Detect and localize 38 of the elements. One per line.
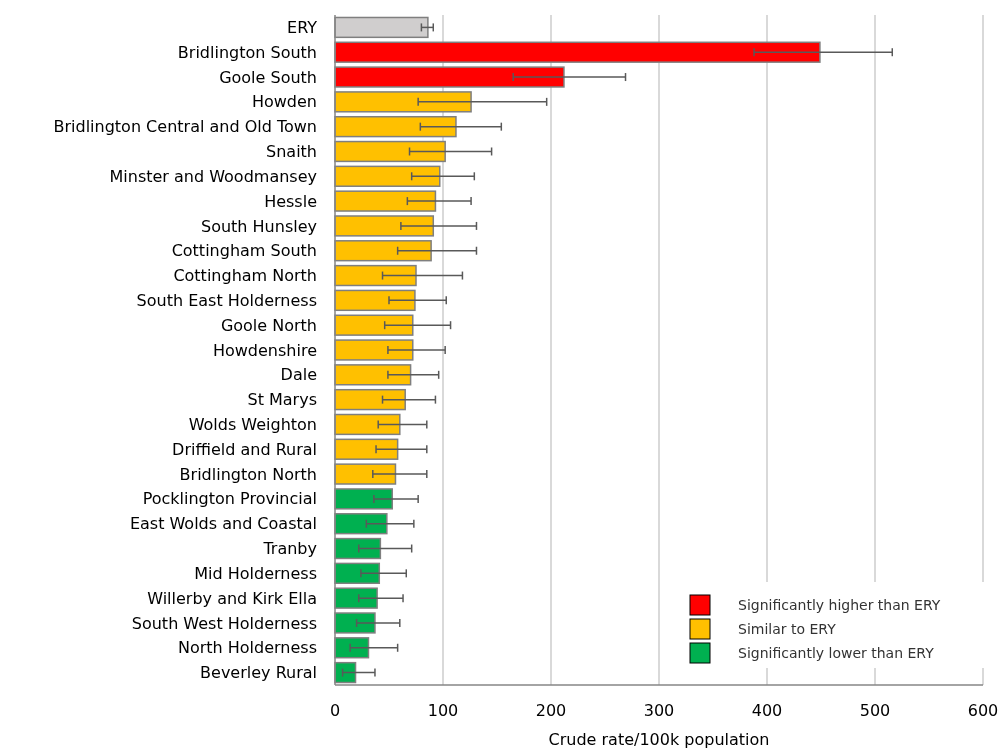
y-tick-label: South Hunsley	[201, 216, 317, 236]
y-tick-label: Hessle	[264, 191, 317, 211]
y-tick-label: Bridlington Central and Old Town	[53, 117, 317, 137]
y-tick-label: East Wolds and Coastal	[129, 514, 317, 534]
y-tick-label: Mid Holderness	[194, 563, 317, 583]
y-tick-label: Howdenshire	[212, 340, 317, 360]
y-tick-label: Cottingham South	[171, 241, 317, 261]
x-axis-title: Crude rate/100k population	[548, 730, 770, 749]
y-tick-label: South West Holderness	[131, 613, 317, 633]
y-tick-label: Snaith	[266, 142, 317, 162]
y-tick-label: ERY	[287, 18, 318, 38]
x-tick-label: 600	[967, 701, 999, 720]
legend-label: Significantly lower than ERY	[738, 644, 935, 661]
y-tick-label: Tranby	[262, 539, 317, 559]
y-tick-label: Howden	[251, 92, 317, 112]
y-tick-label: Wolds Weighton	[188, 415, 317, 435]
y-tick-label: Bridlington North	[179, 464, 317, 484]
legend-label: Significantly higher than ERY	[738, 596, 941, 613]
legend-label: Similar to ERY	[738, 620, 837, 637]
y-tick-label: Willerby and Kirk Ella	[147, 588, 317, 608]
y-tick-label: Beverley Rural	[200, 663, 317, 683]
y-tick-label: North Holderness	[177, 638, 317, 658]
x-tick-label: 200	[535, 701, 567, 720]
x-tick-label: 500	[859, 701, 891, 720]
y-tick-label: Pocklington Provincial	[142, 489, 317, 509]
x-tick-label: 300	[643, 701, 675, 720]
y-tick-label: Minster and Woodmansey	[109, 166, 317, 186]
x-tick-label: 0	[329, 701, 341, 720]
y-tick-label: Goole South	[219, 67, 317, 87]
x-tick-label: 400	[751, 701, 783, 720]
y-tick-label: South East Holderness	[136, 290, 317, 310]
y-tick-label: Bridlington South	[177, 42, 317, 62]
y-tick-label: Dale	[280, 365, 317, 385]
y-tick-label: Cottingham North	[173, 266, 317, 286]
y-tick-label: St Marys	[247, 390, 317, 410]
y-tick-label: Driffield and Rural	[172, 439, 317, 459]
x-tick-label: 100	[427, 701, 459, 720]
y-tick-label: Goole North	[220, 315, 317, 335]
